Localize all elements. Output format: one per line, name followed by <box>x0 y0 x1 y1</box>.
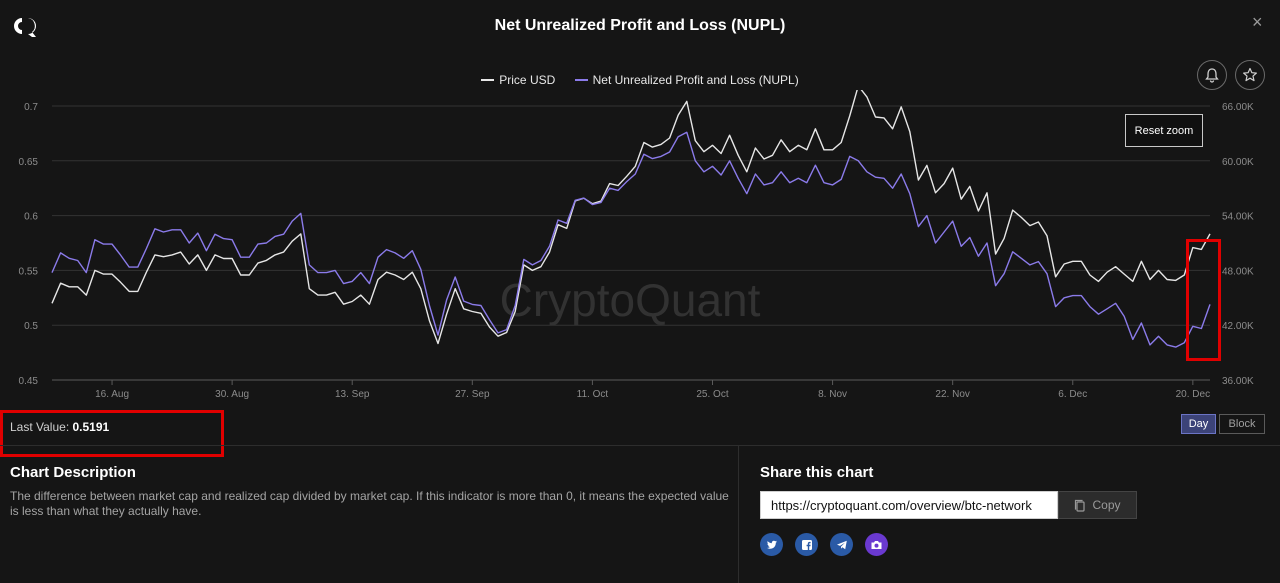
highlight-box-recent-values <box>1186 239 1221 361</box>
chart-legend: Price USD Net Unrealized Profit and Loss… <box>0 70 1280 87</box>
y-right-tick-label: 54.00K <box>1222 212 1254 223</box>
column-divider <box>738 446 739 583</box>
chart-description-title: Chart Description <box>10 464 136 481</box>
nupl-line-chart[interactable]: CryptoQuant 0.7 0.65 0.6 0.55 0.5 0.45 66.00K 6… <box>0 90 1280 410</box>
favorite-star-button[interactable] <box>1235 60 1265 90</box>
chart-ticks: 0.7 0.65 0.6 0.55 0.5 0.45 66.00K 60.00K 54.00K 4… <box>19 102 1254 400</box>
y-left-tick-label: 0.7 <box>24 102 38 113</box>
x-tick-label: 25. Oct <box>696 389 728 400</box>
watermark-text: CryptoQuant <box>500 274 761 326</box>
x-tick-label: 27. Sep <box>455 389 490 400</box>
page-title: Net Unrealized Profit and Loss (NUPL) <box>494 17 786 34</box>
camera-icon <box>871 540 882 549</box>
twitter-icon <box>766 540 777 549</box>
camera-share-button[interactable] <box>865 533 888 556</box>
x-tick-label: 30. Aug <box>215 389 249 400</box>
legend-swatch-nupl <box>574 79 588 81</box>
legend-label-nupl: Net Unrealized Profit and Loss (NUPL) <box>592 73 799 87</box>
last-value: Last Value: 0.5191 <box>10 420 109 434</box>
x-tick-label: 22. Nov <box>935 389 969 400</box>
copy-label: Copy <box>1092 498 1121 512</box>
share-title: Share this chart <box>760 464 874 481</box>
copy-button[interactable]: Copy <box>1058 491 1137 519</box>
copy-icon <box>1075 499 1086 512</box>
y-left-tick-label: 0.5 <box>24 321 38 332</box>
bell-icon <box>1205 68 1219 83</box>
series-line-nupl <box>51 131 1211 348</box>
star-icon <box>1243 67 1257 82</box>
reset-zoom-button[interactable]: Reset zoom <box>1125 114 1203 147</box>
last-value-number: 0.5191 <box>72 420 110 434</box>
series-line-price-usd <box>51 90 1211 345</box>
chart-series <box>51 90 1211 348</box>
close-icon[interactable]: × <box>1252 12 1263 32</box>
y-right-tick-label: 42.00K <box>1222 321 1254 332</box>
chart-description-text: The difference between market cap and re… <box>10 489 729 518</box>
y-left-tick-label: 0.55 <box>19 266 39 277</box>
cryptoquant-logo[interactable] <box>10 14 40 38</box>
block-toggle-button[interactable]: Block <box>1219 414 1265 434</box>
x-tick-label: 11. Oct <box>577 389 609 400</box>
y-right-tick-label: 36.00K <box>1222 376 1254 387</box>
facebook-share-button[interactable] <box>795 533 818 556</box>
legend-item-price[interactable]: Price USD <box>481 73 555 87</box>
day-toggle-button[interactable]: Day <box>1181 414 1216 434</box>
y-right-tick-label: 66.00K <box>1222 102 1254 113</box>
alert-bell-button[interactable] <box>1197 60 1227 90</box>
y-left-tick-label: 0.45 <box>19 376 39 387</box>
x-tick-label: 13. Sep <box>335 389 370 400</box>
x-tick-label: 6. Dec <box>1058 389 1087 400</box>
x-tick-label: 16. Aug <box>95 389 129 400</box>
facebook-icon <box>801 539 812 550</box>
highlight-box-last-value <box>0 410 224 457</box>
telegram-share-button[interactable] <box>830 533 853 556</box>
telegram-icon <box>836 540 847 549</box>
twitter-share-button[interactable] <box>760 533 783 556</box>
share-url-field[interactable]: https://cryptoquant.com/overview/btc-net… <box>760 491 1058 519</box>
y-left-tick-label: 0.6 <box>24 212 38 223</box>
y-right-tick-label: 48.00K <box>1222 266 1254 277</box>
y-left-tick-label: 0.65 <box>19 157 39 168</box>
legend-swatch-price <box>481 79 495 81</box>
last-value-label: Last Value: <box>10 420 70 434</box>
x-tick-label: 8. Nov <box>818 389 847 400</box>
legend-label-price: Price USD <box>499 73 556 87</box>
y-right-tick-label: 60.00K <box>1222 157 1254 168</box>
legend-item-nupl[interactable]: Net Unrealized Profit and Loss (NUPL) <box>574 73 799 87</box>
x-tick-label: 20. Dec <box>1176 389 1210 400</box>
chart-grid <box>52 105 1210 381</box>
section-divider <box>0 445 1280 446</box>
